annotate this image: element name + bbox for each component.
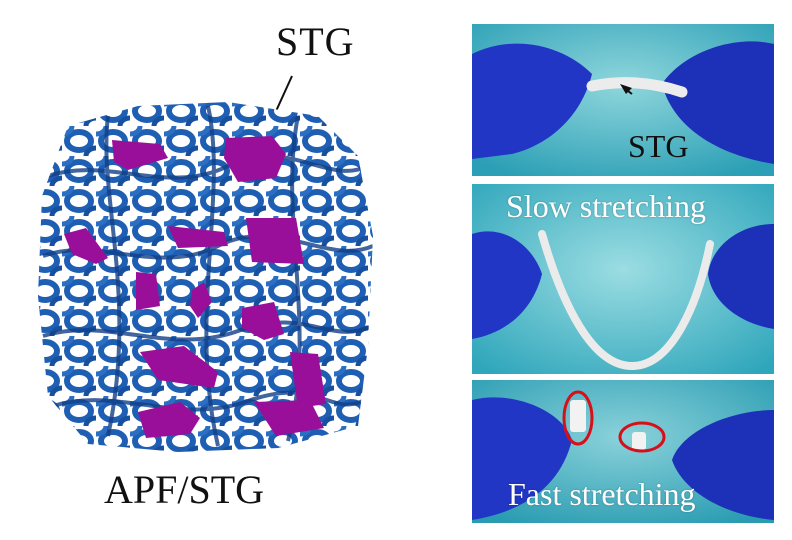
stg-label: STG — [276, 19, 355, 64]
apf-stg-foam-diagram — [38, 102, 373, 452]
fast-stretching-photo: Fast stretching — [472, 380, 774, 523]
highlight-circle-left — [562, 390, 594, 446]
stg-photo: STG — [472, 24, 774, 176]
slow-stretching-caption: Slow stretching — [506, 188, 706, 224]
slow-stretching-photo: Slow stretching — [472, 184, 774, 374]
apf-stg-label: APF/STG — [104, 467, 265, 512]
highlight-circle-right — [618, 421, 666, 453]
stg-photo-caption: STG — [628, 128, 689, 164]
stg-inclusions — [64, 136, 326, 438]
fast-stretching-caption: Fast stretching — [508, 476, 696, 512]
